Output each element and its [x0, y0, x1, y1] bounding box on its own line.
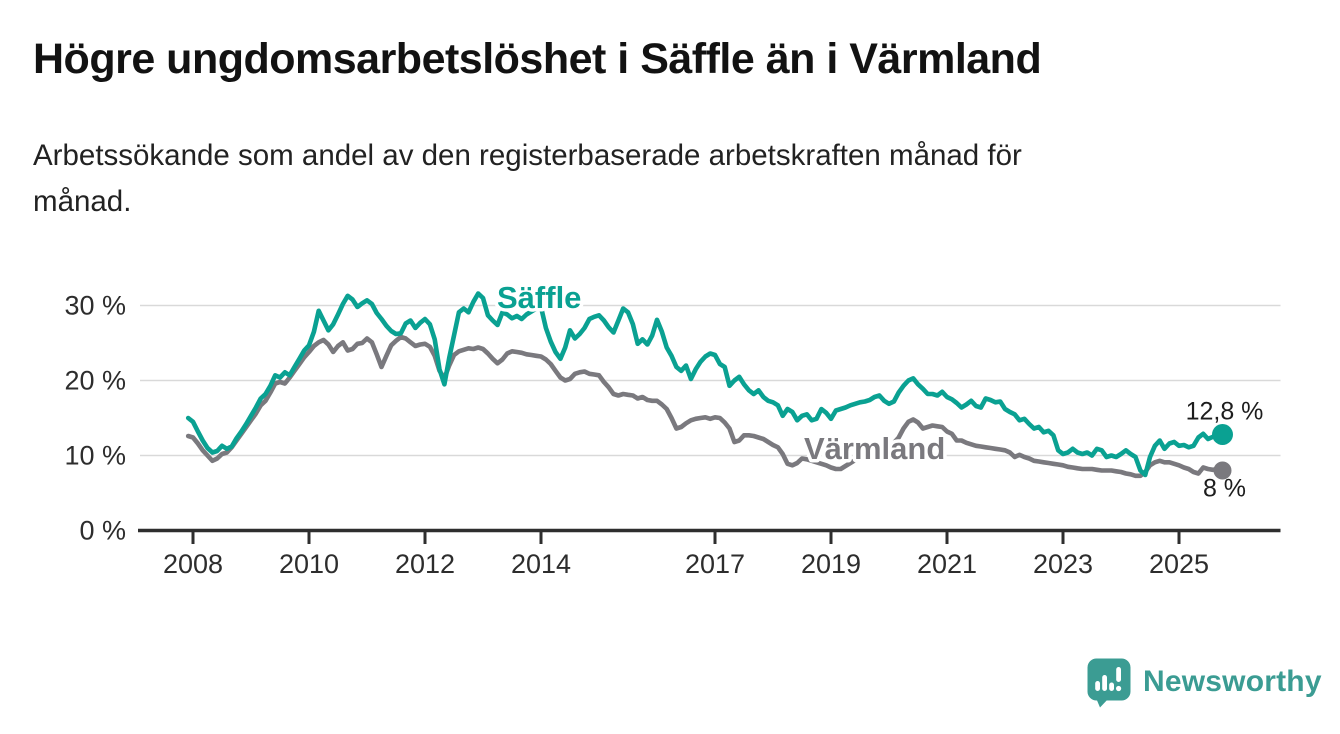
page-title: Högre ungdomsarbetslöshet i Säffle än i … — [33, 35, 1042, 83]
chart-subtitle-line-1: Arbetssökande som andel av den registerb… — [33, 139, 1022, 172]
brand-logo: Newsworthy — [1086, 656, 1322, 708]
logo-bubble-tail — [1096, 697, 1109, 707]
chart-subtitle: Arbetssökande som andel av den registerb… — [33, 133, 1253, 225]
saffle-series-label: Säffle — [497, 280, 581, 315]
varmland-end-dot — [1213, 461, 1232, 480]
logo-exclamation-dot — [1116, 685, 1122, 691]
x-tick-label-2012: 2012 — [395, 549, 455, 579]
saffle-end-value-label: 12,8 % — [1186, 398, 1264, 426]
y-tick-label-30: 30 % — [64, 291, 126, 321]
saffle-line — [185, 291, 1225, 478]
saffle-end-dot — [1212, 424, 1233, 445]
x-tick-label-2017: 2017 — [685, 549, 745, 579]
x-tick-label-2025: 2025 — [1149, 549, 1209, 579]
x-tick-label-2010: 2010 — [279, 549, 339, 579]
logo-bar-3 — [1109, 682, 1114, 691]
varmland-end-value-label: 8 % — [1203, 475, 1246, 503]
brand-name: Newsworthy — [1143, 665, 1322, 698]
speech-bubble-bar-chart-icon — [1087, 658, 1131, 707]
y-tick-label-10: 10 % — [64, 441, 126, 471]
x-tick-label-2023: 2023 — [1033, 549, 1093, 579]
x-tick-label-2019: 2019 — [801, 549, 861, 579]
y-tick-label-0: 0 % — [79, 516, 126, 546]
varmland-series-label: Värmland — [804, 431, 945, 466]
logo-exclamation-bar — [1116, 666, 1121, 682]
logo-bar-1 — [1095, 680, 1100, 691]
y-tick-label-20: 20 % — [64, 366, 126, 396]
logo-bar-2 — [1102, 674, 1107, 691]
x-tick-label-2014: 2014 — [511, 549, 571, 579]
x-tick-label-2008: 2008 — [163, 549, 223, 579]
x-tick-label-2021: 2021 — [917, 549, 977, 579]
logo-bubble — [1087, 658, 1131, 700]
varmland-line — [185, 334, 1225, 479]
chart-subtitle-line-2: månad. — [33, 185, 132, 218]
